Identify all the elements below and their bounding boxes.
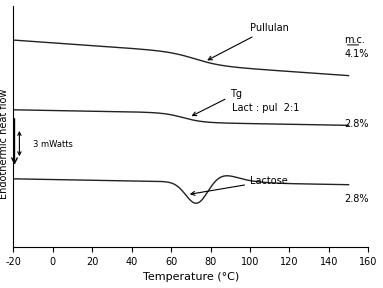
- Text: Lactose: Lactose: [191, 176, 288, 195]
- Text: Lact : pul  2:1: Lact : pul 2:1: [232, 103, 300, 113]
- Text: 3 mWatts: 3 mWatts: [33, 140, 73, 149]
- Text: m.c.: m.c.: [345, 35, 365, 45]
- Text: Tg: Tg: [193, 89, 242, 115]
- Text: 2.8%: 2.8%: [345, 194, 369, 204]
- Text: Pullulan: Pullulan: [208, 23, 289, 60]
- X-axis label: Temperature (°C): Temperature (°C): [143, 272, 239, 283]
- Text: Endothermic heat flow: Endothermic heat flow: [0, 89, 9, 199]
- Text: 4.1%: 4.1%: [345, 49, 369, 59]
- Text: 2.8%: 2.8%: [345, 119, 369, 129]
